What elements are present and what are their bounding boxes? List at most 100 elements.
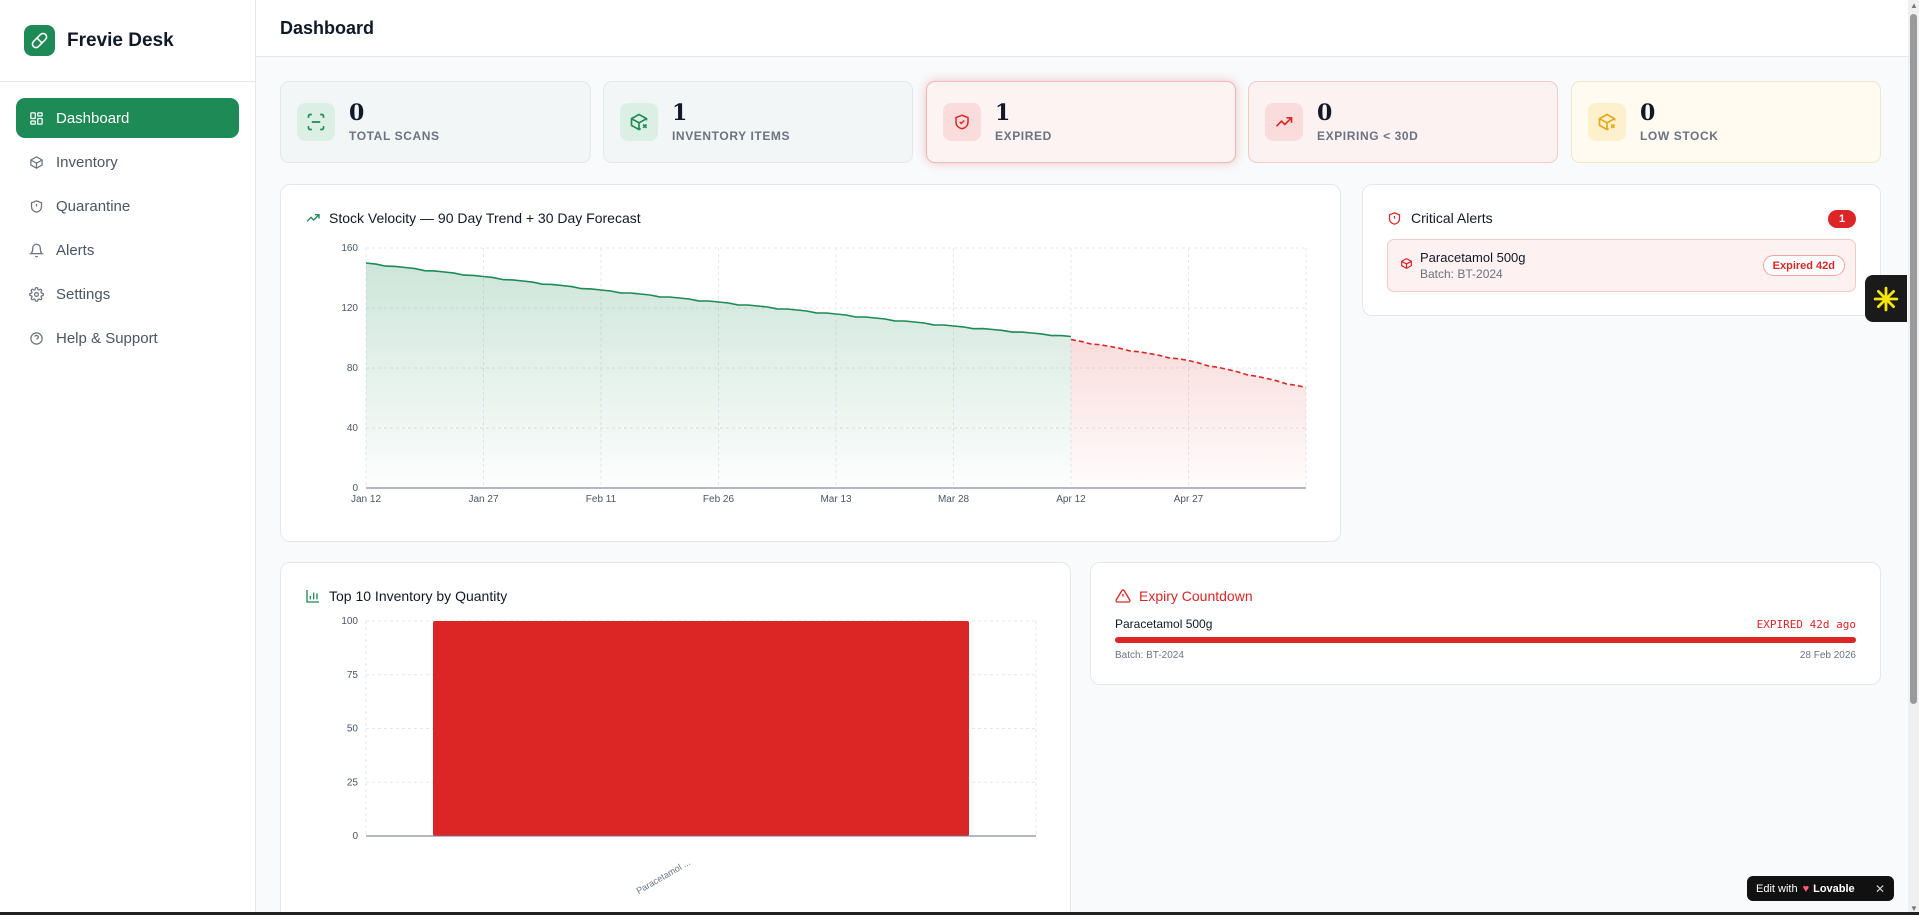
x-tick-label: Mar 13	[820, 494, 852, 505]
sidebar-item-quarantine[interactable]: Quarantine	[16, 186, 239, 226]
sidebar-nav: Dashboard Inventory Quarantine Alerts Se…	[0, 82, 255, 358]
scroll-up-arrow-icon[interactable]: ▲	[1910, 1, 1918, 10]
sparkle-icon	[1873, 286, 1899, 311]
expiry-status: EXPIRED 42d ago	[1756, 618, 1856, 631]
help-icon	[28, 330, 44, 346]
sidebar-item-help[interactable]: Help & Support	[16, 318, 239, 358]
sidebar: Frevie Desk Dashboard Inventory Quaranti…	[0, 0, 256, 915]
grid-icon	[28, 110, 44, 126]
forecast-area	[1071, 339, 1306, 488]
bell-icon	[28, 242, 44, 258]
scrollbar[interactable]: ▲ ▼	[1908, 0, 1919, 915]
y-tick-label: 50	[347, 724, 359, 735]
stat-label: EXPIRING < 30D	[1317, 129, 1419, 143]
stat-label: INVENTORY ITEMS	[672, 129, 791, 143]
stat-card-total-scans[interactable]: 0 TOTAL SCANS	[280, 81, 591, 163]
package-x-icon	[1588, 103, 1626, 141]
chart-title: Stock Velocity — 90 Day Trend + 30 Day F…	[329, 210, 641, 226]
brand[interactable]: Frevie Desk	[0, 0, 255, 82]
scrollbar-thumb[interactable]	[1910, 14, 1917, 704]
sidebar-item-alerts[interactable]: Alerts	[16, 230, 239, 270]
lovable-prefix: Edit with	[1756, 882, 1798, 895]
top10-inventory-chart: 0 25 50 75 100 Paracetamol ...	[341, 616, 1037, 896]
scroll-down-arrow-icon[interactable]: ▼	[1910, 904, 1918, 913]
sidebar-item-dashboard[interactable]: Dashboard	[16, 98, 239, 138]
trending-up-icon	[1265, 103, 1303, 141]
app-name: Frevie Desk	[67, 29, 174, 51]
forecast-line	[1070, 338, 1307, 389]
alert-item[interactable]: Paracetamol 500g Batch: BT-2024 Expired …	[1387, 239, 1856, 292]
history-line	[365, 262, 1072, 338]
sidebar-item-label: Quarantine	[56, 197, 131, 215]
sidebar-item-label: Dashboard	[56, 109, 130, 127]
sidebar-item-label: Help & Support	[56, 329, 158, 347]
expiry-item-name: Paracetamol 500g	[1115, 617, 1213, 631]
y-tick-label: 160	[341, 243, 358, 254]
sidebar-item-settings[interactable]: Settings	[16, 274, 239, 314]
expiry-date: 28 Feb 2026	[1799, 650, 1856, 661]
critical-alerts-card: Critical Alerts 1 Paracetamol 500g Batch…	[1362, 184, 1881, 316]
x-tick-label: Paracetamol ...	[635, 857, 692, 896]
critical-alerts-title-row: Critical Alerts	[1387, 210, 1493, 226]
stock-velocity-card: Stock Velocity — 90 Day Trend + 30 Day F…	[280, 184, 1341, 542]
y-tick-label: 40	[347, 423, 359, 434]
stat-value: 0	[349, 100, 365, 126]
alert-item-name: Paracetamol 500g	[1420, 250, 1526, 265]
y-tick-label: 80	[347, 363, 359, 374]
stat-card-inventory-items[interactable]: 1 INVENTORY ITEMS	[603, 81, 913, 163]
x-tick-label: Mar 28	[938, 494, 970, 505]
x-tick-label: Jan 27	[468, 494, 498, 505]
sidebar-item-label: Alerts	[56, 241, 95, 259]
stat-card-expiring[interactable]: 0 EXPIRING < 30D	[1248, 81, 1558, 163]
chart-title: Top 10 Inventory by Quantity	[329, 588, 508, 604]
sidebar-item-inventory[interactable]: Inventory	[16, 142, 239, 182]
stat-value: 1	[672, 100, 688, 126]
edit-with-lovable-badge[interactable]: Edit with ♥ Lovable ✕	[1747, 876, 1894, 901]
expiry-progress-bar	[1115, 637, 1856, 643]
shield-icon	[28, 198, 44, 214]
stat-label: LOW STOCK	[1640, 129, 1719, 143]
trending-up-icon	[305, 210, 321, 226]
stat-card-low-stock[interactable]: 0 LOW STOCK	[1571, 81, 1881, 163]
heart-icon: ♥	[1802, 882, 1810, 895]
x-tick-label: Feb 26	[703, 494, 735, 505]
stat-card-expired[interactable]: 1 EXPIRED	[926, 81, 1236, 163]
page-title: Dashboard	[280, 17, 375, 38]
alert-item-batch: Batch: BT-2024	[1420, 267, 1503, 281]
x-tick-label: Jan 12	[351, 494, 381, 505]
stock-velocity-title-row: Stock Velocity — 90 Day Trend + 30 Day F…	[305, 210, 641, 226]
top10-title-row: Top 10 Inventory by Quantity	[305, 588, 507, 604]
stat-label: TOTAL SCANS	[349, 129, 440, 143]
y-tick-label: 75	[347, 670, 359, 681]
alert-count-badge: 1	[1828, 210, 1856, 228]
history-area	[366, 263, 1071, 488]
x-tick-label: Apr 27	[1174, 494, 1204, 505]
lovable-brand: Lovable	[1813, 882, 1855, 895]
stat-value: 0	[1640, 100, 1656, 126]
expiry-title-row: Expiry Countdown	[1115, 588, 1253, 604]
assistant-widget-button[interactable]	[1865, 275, 1907, 322]
top10-inventory-card: Top 10 Inventory by Quantity 0 25 50 75 100 P…	[280, 562, 1071, 915]
x-tick-label: Feb 11	[586, 494, 617, 505]
pill-icon	[24, 25, 55, 56]
critical-alerts-title: Critical Alerts	[1411, 210, 1493, 226]
box-icon	[28, 154, 44, 170]
shield-alert-icon	[1387, 210, 1403, 226]
sidebar-item-label: Inventory	[56, 153, 118, 171]
y-tick-label: 25	[347, 777, 359, 788]
top-header: Dashboard	[256, 0, 1908, 57]
stock-velocity-chart: 0 40 80 120 160 Jan 12 Jan 27 Feb 11 Feb 26 Mar 1…	[341, 243, 1307, 505]
expiry-countdown-card: Expiry Countdown Paracetamol 500g EXPIRE…	[1090, 562, 1881, 685]
package-icon	[1400, 257, 1413, 275]
gear-icon	[28, 286, 44, 302]
close-icon[interactable]: ✕	[1874, 881, 1885, 896]
expiry-batch: Batch: BT-2024	[1115, 650, 1184, 661]
bar-chart-icon	[305, 588, 321, 604]
package-x-icon	[620, 103, 658, 141]
bar	[433, 621, 969, 836]
x-tick-label: Apr 12	[1056, 494, 1086, 505]
y-tick-label: 0	[352, 831, 358, 842]
sidebar-item-label: Settings	[56, 285, 111, 303]
window-bottom-border	[0, 912, 1919, 915]
alert-triangle-icon	[1115, 588, 1131, 604]
